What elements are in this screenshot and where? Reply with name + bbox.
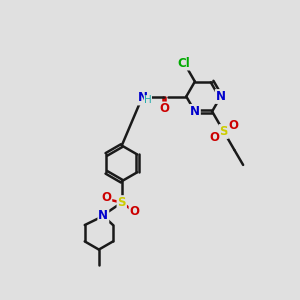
Text: O: O: [159, 103, 169, 116]
Text: O: O: [209, 131, 219, 144]
Text: H: H: [144, 95, 152, 105]
Text: S: S: [220, 125, 228, 138]
Text: N: N: [190, 105, 200, 118]
Text: Cl: Cl: [178, 56, 190, 70]
Text: O: O: [229, 119, 238, 132]
Text: O: O: [130, 205, 140, 218]
Text: N: N: [138, 92, 148, 104]
Text: N: N: [216, 90, 226, 103]
Text: N: N: [98, 209, 108, 223]
Text: O: O: [101, 191, 111, 204]
Text: S: S: [118, 196, 126, 209]
